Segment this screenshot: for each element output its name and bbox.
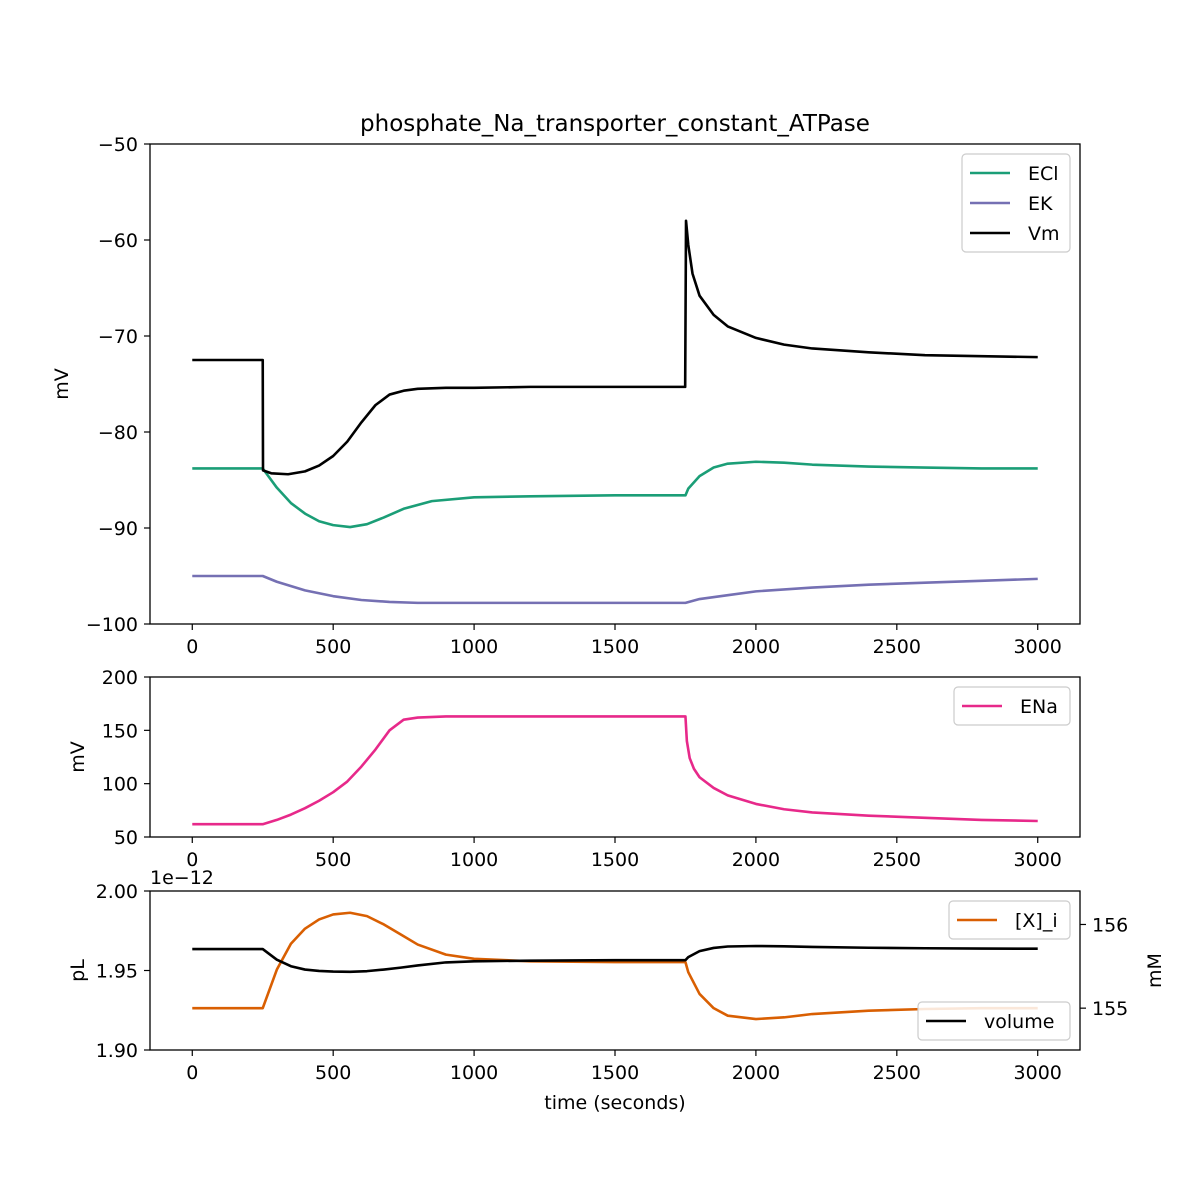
x-tick-label: 0: [186, 1062, 198, 1084]
x-tick-label: 2500: [873, 636, 921, 658]
y-right-tick-label: 155: [1092, 998, 1128, 1020]
legend: ECl EK Vm: [961, 153, 1071, 253]
series-lines: [192, 911, 1038, 1021]
legend: volume: [917, 1001, 1071, 1041]
x-tick-label: 0: [186, 849, 198, 871]
y-tick-label: 150: [102, 720, 138, 742]
x-tick-label: 500: [315, 636, 351, 658]
x-tick-label: 3000: [1014, 636, 1062, 658]
y-offset-label: 1e−12: [150, 867, 214, 889]
legend-label-ecl: ECl: [1028, 163, 1059, 185]
legend-box: [948, 900, 1071, 940]
series-line-ena: [192, 715, 1038, 826]
chart-title: phosphate_Na_transporter_constant_ATPase: [360, 111, 870, 137]
x-axis: 0 500 1000 1500 2000 2500 3000: [186, 837, 1062, 871]
x-axis-label: time (seconds): [544, 1092, 685, 1114]
x-tick-label: 1000: [450, 849, 498, 871]
y-axis-label: mV: [51, 368, 73, 400]
y-right-tick-label: 156: [1092, 914, 1128, 936]
legend-box: [953, 686, 1071, 726]
x-tick-label: 3000: [1014, 1062, 1062, 1084]
y-tick-label: −100: [86, 614, 138, 636]
y-tick-label: 50: [114, 827, 138, 849]
x-tick-label: 1500: [591, 636, 639, 658]
x-tick-label: 500: [315, 1062, 351, 1084]
y-tick-label: 200: [102, 667, 138, 689]
x-tick-label: 3000: [1014, 849, 1062, 871]
y-axis: 50 100 150 200: [102, 667, 150, 849]
series-line-ek: [192, 574, 1038, 605]
plots: 0 500 1000 1500 2000 2500 3000−100−90−80−70−60…: [51, 134, 1166, 1114]
x-tick-label: 2000: [732, 636, 780, 658]
y-axis-right: 155 156: [1080, 914, 1128, 1020]
y-tick-label: −50: [98, 134, 138, 156]
x-tick-label: 2500: [873, 849, 921, 871]
x-tick-label: 0: [186, 636, 198, 658]
x-tick-label: 1000: [450, 1062, 498, 1084]
x-tick-label: 2000: [732, 849, 780, 871]
y-tick-label: −70: [98, 326, 138, 348]
y-axis: −100 −90 −80 −70 −60 −50: [86, 134, 150, 636]
y-tick-label: −90: [98, 518, 138, 540]
legend-label-vm: Vm: [1028, 223, 1060, 245]
plot-3: 0 500 1000 1500 2000 2500 30001.901.952.001551…: [67, 867, 1166, 1114]
y-tick-label: 2.00: [96, 881, 138, 903]
series-line-vm: [192, 219, 1038, 476]
y-tick-label: −80: [98, 422, 138, 444]
series-line-ecl: [192, 460, 1038, 529]
series-lines: [192, 219, 1038, 605]
legend-label-ek: EK: [1028, 193, 1053, 215]
y-tick-label: 100: [102, 774, 138, 796]
plot-1: 0 500 1000 1500 2000 2500 3000 −100 −90 −80 −70 −60…: [51, 134, 1081, 658]
legend: ENa: [953, 686, 1071, 726]
x-tick-label: 1500: [591, 849, 639, 871]
y-tick-label: 1.90: [96, 1040, 138, 1062]
legend-label-ena: ENa: [1020, 696, 1058, 718]
y-axis-right-label: mM: [1144, 953, 1166, 988]
y-axis-label: pL: [67, 959, 89, 982]
x-tick-label: 500: [315, 849, 351, 871]
plot-2: 0 500 1000 1500 2000 2500 3000 50 100 150 200 mV ENa: [67, 667, 1081, 871]
x-axis: 0 500 1000 1500 2000 2500 3000: [186, 1050, 1062, 1084]
legend-box: [917, 1001, 1071, 1041]
legend-label-xi: [X]_i: [1015, 910, 1058, 932]
x-tick-label: 1000: [450, 636, 498, 658]
y-tick-label: −60: [98, 230, 138, 252]
y-tick-label: 1.95: [96, 961, 138, 983]
series-lines: [192, 715, 1038, 826]
x-tick-label: 2000: [732, 1062, 780, 1084]
legend-label-volume: volume: [984, 1011, 1054, 1033]
series-line-volume: [192, 944, 1038, 974]
x-tick-label: 1500: [591, 1062, 639, 1084]
legend-box: [961, 153, 1071, 253]
x-tick-label: 2500: [873, 1062, 921, 1084]
y-axis-label: mV: [67, 741, 89, 773]
legend: [X]_i: [948, 900, 1071, 940]
x-axis: 0 500 1000 1500 2000 2500 3000: [186, 624, 1062, 658]
y-axis: 1.90 1.95 2.00: [96, 881, 150, 1062]
